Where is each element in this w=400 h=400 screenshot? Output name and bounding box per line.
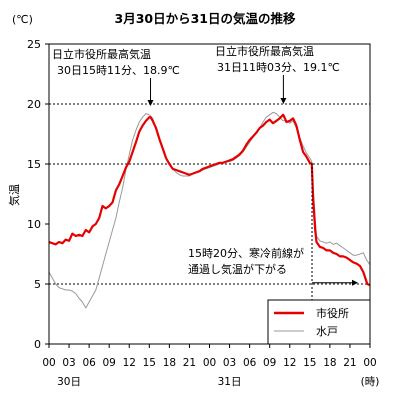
day-label: (時)	[361, 376, 380, 388]
annotation-label: 31日11時03分、19.1℃	[217, 61, 340, 74]
x-tick-label: 18	[163, 357, 176, 369]
legend-box	[267, 299, 371, 345]
annotation-arrow-head	[280, 98, 287, 104]
x-tick-label: 06	[82, 357, 96, 369]
x-tick-label: 03	[223, 357, 236, 369]
y-tick-label: 25	[27, 38, 41, 51]
annotation-label: 30日15時11分、18.9℃	[57, 64, 180, 77]
y-tick-label: 0	[34, 338, 41, 351]
x-tick-label: 21	[343, 357, 356, 369]
x-tick-label: 00	[203, 357, 216, 369]
x-tick-label: 21	[183, 357, 196, 369]
series-line-0	[48, 113, 371, 287]
y-tick-label: 15	[27, 158, 41, 171]
plot-frame	[48, 43, 371, 345]
x-tick-label: 09	[103, 357, 116, 369]
x-tick-label: 00	[42, 357, 55, 369]
series-lines	[48, 111, 371, 309]
day-label: 30日	[57, 376, 81, 388]
x-tick-label: 15	[143, 357, 156, 369]
x-tick-label: 09	[263, 357, 276, 369]
y-axis-label: 気温	[7, 184, 21, 206]
x-tick-label: 15	[303, 357, 316, 369]
x-tick-label: 00	[363, 357, 376, 369]
x-tick-label: 03	[62, 357, 75, 369]
legend-label-1: 水戸	[316, 325, 338, 338]
x-tick-label: 12	[123, 357, 136, 369]
annotation-label: 15時20分、寒冷前線が	[188, 246, 304, 260]
y-axis-ticks: 0 5 10 15 20 25	[27, 38, 49, 351]
annotation-label: 通過し気温が下がる	[188, 262, 287, 276]
annotation-arrow-head	[352, 279, 358, 286]
day-label: 31日	[218, 376, 242, 388]
y-axis-unit: (℃)	[12, 13, 33, 26]
annotation-label: 日立市役所最高気温	[215, 44, 314, 58]
annotation-label: 日立市役所最高気温	[52, 47, 151, 61]
y-tick-label: 5	[34, 278, 41, 291]
annotations: 日立市役所最高気温 30日15時11分、18.9℃ 日立市役所最高気温 31日11時0…	[52, 44, 358, 344]
x-tick-label: 06	[243, 357, 257, 369]
y-tick-label: 10	[27, 218, 41, 231]
annotation-arrow-head	[147, 100, 154, 106]
y-tick-label: 20	[27, 98, 41, 111]
chart-title: 3月30日から31日の気温の推移	[115, 11, 296, 26]
legend-label-0: 市役所	[316, 306, 349, 320]
x-tick-label: 18	[323, 357, 336, 369]
x-tick-label: 12	[283, 357, 296, 369]
